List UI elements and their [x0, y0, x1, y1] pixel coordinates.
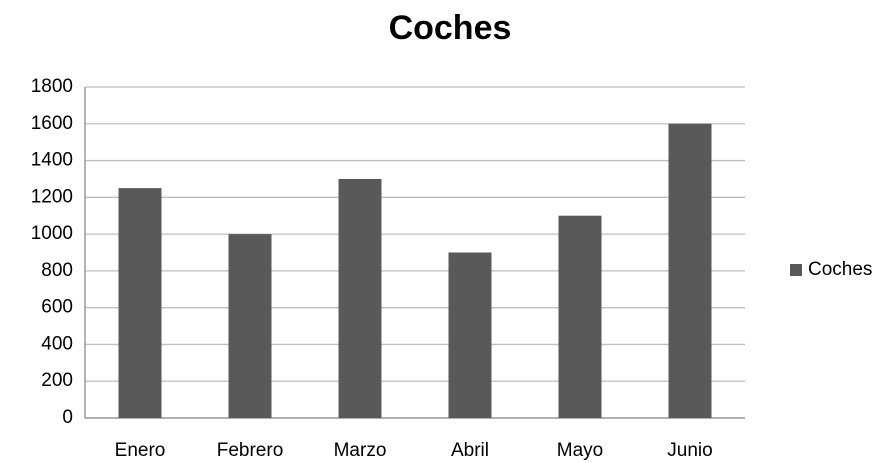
bar — [448, 252, 492, 418]
y-tick-label: 1000 — [31, 223, 73, 244]
bar — [558, 215, 602, 418]
legend-swatch — [790, 264, 802, 276]
y-tick-label: 600 — [41, 297, 73, 318]
y-tick-label: 1200 — [31, 186, 73, 207]
bar — [228, 234, 272, 418]
x-tick-label: Mayo — [557, 440, 603, 461]
legend-label: Coches — [808, 259, 872, 280]
x-tick-label: Junio — [667, 440, 712, 461]
bar — [118, 188, 162, 418]
y-tick-label: 1600 — [31, 113, 73, 134]
y-tick-label: 800 — [41, 260, 73, 281]
y-tick-label: 0 — [62, 407, 73, 428]
y-tick-label: 1400 — [31, 150, 73, 171]
chart-title: Coches — [389, 9, 512, 47]
x-tick-label: Enero — [115, 440, 166, 461]
x-tick-label: Abril — [451, 440, 489, 461]
bar — [338, 178, 382, 418]
x-tick-label: Marzo — [334, 440, 387, 461]
y-tick-label: 200 — [41, 370, 73, 391]
x-tick-label: Febrero — [217, 440, 284, 461]
y-tick-label: 400 — [41, 333, 73, 354]
bar — [668, 123, 712, 419]
y-tick-label: 1800 — [31, 76, 73, 97]
